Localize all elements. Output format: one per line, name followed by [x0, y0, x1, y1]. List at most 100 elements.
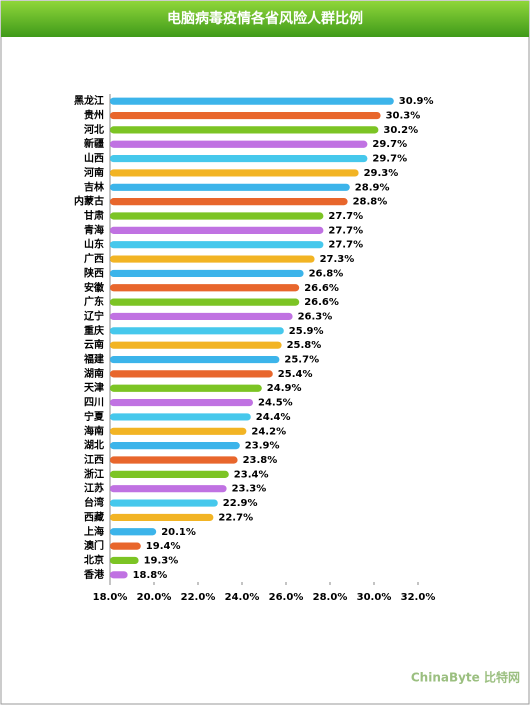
y-tick-label: 江苏	[84, 482, 104, 495]
bar	[110, 485, 227, 493]
bar	[110, 370, 273, 378]
value-label: 27.7%	[328, 211, 363, 222]
y-tick-label: 上海	[84, 525, 104, 538]
value-label: 30.3%	[386, 111, 421, 122]
y-tick-label: 四川	[84, 397, 104, 409]
y-tick-label: 广西	[84, 252, 104, 265]
value-label: 25.8%	[287, 340, 322, 351]
value-label: 24.2%	[251, 426, 286, 437]
bar	[110, 427, 247, 435]
y-tick-label: 北京	[84, 553, 104, 566]
y-tick-label: 陕西	[84, 266, 104, 279]
bar	[110, 355, 280, 364]
y-tick-label: 内蒙古	[74, 195, 104, 208]
bar	[110, 456, 238, 464]
y-tick-label: 天津	[84, 381, 104, 394]
y-tick-label: 安徽	[84, 281, 105, 294]
bar	[110, 312, 293, 321]
bar	[110, 341, 282, 349]
value-label: 26.6%	[304, 297, 339, 308]
x-tick-label: 20.0%	[137, 592, 172, 603]
y-tick-label: 宁夏	[84, 410, 105, 423]
y-tick-label: 山东	[84, 238, 104, 251]
y-tick-label: 黑龙江	[74, 94, 104, 107]
y-tick-label: 江西	[84, 453, 104, 466]
bar	[110, 169, 359, 177]
bar	[110, 269, 304, 277]
value-label: 30.9%	[399, 96, 434, 107]
bar	[110, 327, 284, 335]
bar	[110, 556, 139, 565]
y-tick-label: 贵州	[84, 109, 104, 122]
y-tick-label: 辽宁	[84, 309, 104, 322]
value-label: 25.7%	[284, 355, 319, 366]
y-tick-label: 云南	[84, 338, 104, 351]
bar	[110, 413, 251, 421]
value-label: 26.8%	[309, 268, 344, 279]
x-tick-label: 30.0%	[357, 592, 392, 603]
value-label: 23.4%	[234, 469, 269, 480]
bar	[110, 298, 300, 306]
x-tick-label: 22.0%	[181, 592, 216, 603]
y-tick-label: 广东	[84, 295, 104, 308]
bar	[110, 183, 350, 191]
value-label: 26.6%	[304, 283, 339, 294]
x-tick-label: 28.0%	[313, 592, 348, 603]
y-tick-label: 福建	[83, 353, 105, 366]
value-label: 29.7%	[372, 139, 407, 150]
bar	[110, 542, 141, 550]
value-label: 20.1%	[161, 527, 196, 538]
value-label: 24.5%	[258, 398, 293, 409]
x-tick-label: 18.0%	[93, 592, 128, 603]
value-label: 28.9%	[355, 182, 390, 193]
bar	[110, 241, 324, 249]
bar	[110, 284, 300, 292]
y-tick-label: 澳门	[84, 539, 104, 552]
value-label: 27.7%	[328, 225, 363, 236]
value-label: 29.7%	[372, 154, 407, 165]
bar	[110, 212, 324, 220]
y-tick-label: 山西	[84, 152, 104, 165]
bar	[110, 571, 128, 579]
x-tick-label: 24.0%	[225, 592, 260, 603]
value-label: 27.7%	[328, 240, 363, 251]
value-label: 23.3%	[232, 484, 267, 495]
header-bar	[1, 1, 529, 37]
y-tick-label: 湖南	[84, 367, 104, 380]
y-tick-label: 河北	[84, 123, 104, 136]
value-label: 19.3%	[144, 555, 179, 566]
value-label: 29.3%	[364, 168, 399, 179]
watermark: ChinaByte 比特网	[411, 670, 520, 685]
value-label: 19.4%	[146, 541, 181, 552]
bar	[110, 384, 262, 392]
value-label: 22.9%	[223, 498, 258, 509]
y-tick-label: 重庆	[84, 324, 104, 337]
bar	[110, 226, 324, 234]
value-label: 24.9%	[267, 383, 302, 394]
x-tick-label: 32.0%	[401, 592, 436, 603]
bar	[110, 198, 348, 206]
bar	[110, 126, 379, 134]
value-label: 24.4%	[256, 412, 291, 423]
bar	[110, 140, 368, 148]
bar	[110, 255, 315, 263]
bar	[110, 97, 394, 105]
bar	[110, 513, 214, 521]
bar	[110, 442, 240, 450]
y-tick-label: 吉林	[84, 180, 105, 193]
bar	[110, 399, 253, 407]
bar	[110, 111, 381, 120]
x-tick-label: 26.0%	[269, 592, 304, 603]
y-tick-label: 河南	[84, 166, 104, 179]
value-label: 25.4%	[278, 369, 313, 380]
value-label: 18.8%	[133, 570, 168, 581]
y-tick-label: 台湾	[84, 496, 104, 509]
bar	[110, 528, 157, 536]
chart-title: 电脑病毒疫情各省风险人群比例	[167, 10, 363, 27]
y-tick-label: 海南	[84, 424, 104, 437]
value-label: 30.2%	[383, 125, 418, 136]
bar	[110, 155, 368, 163]
value-label: 23.8%	[243, 455, 278, 466]
value-label: 27.3%	[320, 254, 355, 265]
